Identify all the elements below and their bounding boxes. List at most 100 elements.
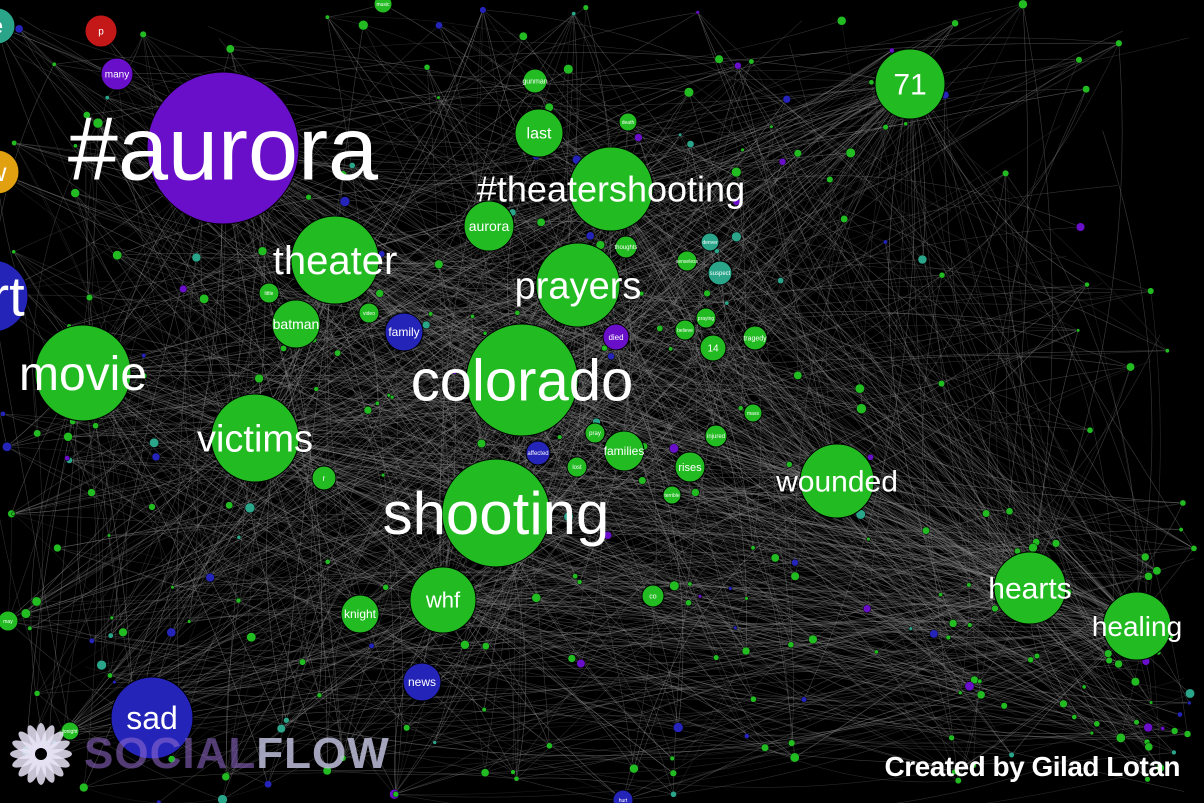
node-sad[interactable]: sad xyxy=(110,676,194,760)
node-e-partial[interactable]: e xyxy=(0,7,16,45)
node-families[interactable]: families xyxy=(603,430,645,472)
network-edge xyxy=(151,587,1031,719)
network-edge xyxy=(183,139,945,309)
flower-logo-icon xyxy=(10,723,72,785)
node-thoughts[interactable]: thoughts xyxy=(614,235,638,259)
node-denver[interactable]: denver xyxy=(700,232,720,252)
node-knight[interactable]: knight xyxy=(340,594,380,634)
node-terrible[interactable]: terrible xyxy=(662,485,682,505)
minor-node xyxy=(149,437,160,448)
network-edge xyxy=(82,372,517,779)
node-praying[interactable]: praying xyxy=(695,307,717,329)
network-edge xyxy=(622,625,1138,801)
node-n14[interactable]: 14 xyxy=(699,334,727,362)
node-pray[interactable]: pray xyxy=(584,422,606,444)
node-p[interactable]: p xyxy=(84,14,118,48)
network-edge xyxy=(295,323,1018,552)
node-little[interactable]: little xyxy=(258,282,280,304)
network-edge xyxy=(536,597,813,649)
minor-node xyxy=(1140,552,1150,562)
node-shooting[interactable]: shooting xyxy=(383,458,610,568)
node-whf[interactable]: whf xyxy=(409,566,477,634)
node-theatershooting[interactable]: #theatershooting xyxy=(477,146,745,232)
network-edge xyxy=(826,50,893,482)
network-edge xyxy=(268,292,911,629)
node-lost[interactable]: lost xyxy=(566,456,588,478)
minor-node xyxy=(92,422,99,430)
node-circle xyxy=(210,393,300,483)
network-edge xyxy=(91,492,970,630)
node-affected[interactable]: affected xyxy=(525,440,551,466)
network-edge xyxy=(611,241,886,357)
node-rises[interactable]: rises xyxy=(674,451,706,483)
node-death[interactable]: death xyxy=(618,112,638,132)
minor-node xyxy=(1164,348,1170,354)
minor-node xyxy=(1000,702,1008,710)
node-victims[interactable]: victims xyxy=(197,393,313,483)
node-died[interactable]: died xyxy=(602,323,630,351)
minor-node xyxy=(945,634,951,641)
network-edge xyxy=(233,46,1018,374)
network-edge xyxy=(251,636,717,670)
node-wounded[interactable]: wounded xyxy=(775,443,898,519)
network-edge xyxy=(715,435,1138,627)
node-w-partial[interactable]: w xyxy=(0,149,20,195)
node-theater[interactable]: theater xyxy=(273,215,398,305)
network-edge xyxy=(403,331,741,409)
node-label: p xyxy=(98,27,104,38)
node-suspect[interactable]: suspect xyxy=(707,260,733,286)
minor-node xyxy=(808,634,818,645)
node-label: colorado xyxy=(411,348,633,413)
node-gunman[interactable]: gunman xyxy=(522,68,548,94)
node-label: senseless xyxy=(676,259,699,265)
network-edge xyxy=(789,43,1016,656)
network-edge xyxy=(1005,59,1080,589)
network-edge xyxy=(110,392,532,636)
node-news[interactable]: news xyxy=(402,662,442,702)
network-edge xyxy=(75,145,690,585)
network-edge xyxy=(622,625,1138,801)
node-circle xyxy=(614,235,638,259)
node-n71[interactable]: 71 xyxy=(874,48,946,120)
node-family[interactable]: family xyxy=(384,312,424,352)
node-music[interactable]: music xyxy=(373,0,393,14)
node-senseless[interactable]: senseless xyxy=(676,250,699,272)
node-believe[interactable]: believe xyxy=(674,319,696,341)
network-edge xyxy=(302,599,689,663)
network-edge xyxy=(485,616,1142,775)
node-may[interactable]: may xyxy=(0,610,19,632)
node-injured[interactable]: injured xyxy=(704,424,728,448)
network-edge xyxy=(67,436,92,493)
node-healing[interactable]: healing xyxy=(1092,591,1182,661)
node-aurora[interactable]: aurora xyxy=(463,200,515,252)
node-movie[interactable]: movie xyxy=(19,324,147,422)
minor-node xyxy=(1059,699,1068,708)
node-hurt[interactable]: hurt xyxy=(612,789,634,803)
node-prayers[interactable]: prayers xyxy=(515,242,642,328)
network-edge xyxy=(604,347,790,465)
network-edge xyxy=(259,580,748,690)
node-many[interactable]: many xyxy=(100,57,134,91)
node-co[interactable]: co xyxy=(641,584,665,608)
network-edge xyxy=(406,545,1034,729)
node-tonight[interactable]: tonight xyxy=(60,721,80,741)
network-edge xyxy=(688,92,1019,560)
node-mass[interactable]: mass xyxy=(743,403,763,423)
network-edge xyxy=(54,188,612,744)
node-aurora-hashtag[interactable]: #aurora xyxy=(68,71,379,225)
node-last[interactable]: last xyxy=(514,108,564,158)
network-edge xyxy=(254,437,1190,704)
node-colorado[interactable]: colorado xyxy=(411,323,633,437)
node-batman[interactable]: batman xyxy=(271,299,321,349)
logo-petal xyxy=(40,725,55,752)
minor-node xyxy=(656,324,664,332)
node-r[interactable]: r xyxy=(311,465,337,491)
minor-node xyxy=(1093,720,1101,728)
node-tragedy[interactable]: tragedy xyxy=(742,325,768,351)
network-edge xyxy=(377,403,813,640)
node-label: batman xyxy=(273,316,320,332)
network-edge xyxy=(671,494,1159,653)
node-video[interactable]: video xyxy=(358,302,380,324)
node-art-partial[interactable]: art xyxy=(0,260,29,332)
node-hearts[interactable]: hearts xyxy=(988,551,1072,625)
